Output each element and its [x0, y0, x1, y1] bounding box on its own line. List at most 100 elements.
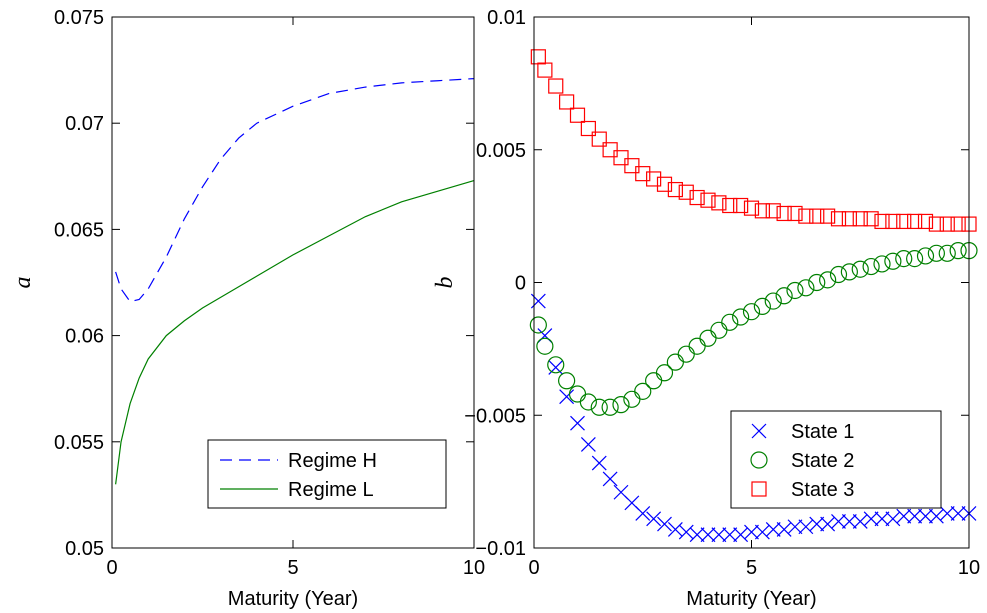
marker-x: [939, 506, 955, 521]
marker-circle: [568, 385, 587, 403]
marker-x: [831, 514, 846, 529]
marker-x: [950, 506, 966, 521]
marker-x: [678, 524, 694, 540]
marker-square: [711, 195, 727, 211]
marker-square: [809, 208, 825, 224]
marker-circle: [710, 321, 728, 339]
marker-x: [874, 511, 890, 527]
marker-square: [530, 49, 546, 65]
series-line: [115, 77, 475, 303]
marker-circle: [753, 297, 771, 315]
marker-square: [939, 216, 955, 232]
marker-square: [885, 213, 901, 230]
marker-square: [754, 203, 770, 219]
marker-circle: [884, 252, 902, 270]
marker-square: [950, 216, 966, 232]
y-axis-label: a: [10, 277, 36, 289]
marker-square: [559, 94, 575, 110]
marker-x: [928, 508, 944, 524]
marker-square: [841, 211, 857, 227]
marker-square: [678, 184, 694, 200]
series-line: [115, 179, 475, 485]
marker-circle: [873, 255, 891, 273]
marker-circle: [862, 257, 880, 276]
marker-square: [733, 197, 749, 214]
marker-x: [548, 360, 564, 375]
marker-circle: [797, 279, 815, 297]
marker-square: [689, 189, 705, 206]
marker-x: [733, 527, 749, 543]
marker-square: [722, 197, 738, 214]
marker-circle: [699, 329, 717, 347]
marker-x: [896, 508, 912, 524]
marker-x: [809, 516, 825, 532]
marker-x: [530, 293, 546, 309]
marker-circle: [764, 292, 782, 310]
marker-x: [700, 527, 716, 543]
marker-square: [928, 216, 944, 232]
marker-square: [751, 481, 767, 497]
x-tick-label: 5: [287, 557, 298, 579]
marker-circle: [732, 308, 750, 326]
x-axis-label: Maturity (Year): [228, 588, 358, 610]
y-tick-label: 0.06: [65, 326, 104, 348]
marker-circle: [547, 356, 565, 374]
y-tick-label: 0.01: [487, 7, 526, 29]
x-tick-label: 10: [958, 557, 980, 579]
marker-x: [635, 506, 651, 521]
y-tick-label: −0.005: [464, 405, 526, 427]
legend-label: State 1: [791, 421, 854, 443]
marker-circle: [851, 260, 869, 278]
x-tick-label: 10: [463, 557, 485, 579]
marker-circle: [688, 337, 706, 355]
marker-square: [548, 78, 564, 94]
marker-circle: [742, 303, 761, 321]
marker-circle: [721, 313, 739, 331]
legend-box: [207, 439, 447, 509]
marker-square: [917, 213, 934, 230]
marker-x: [776, 521, 792, 537]
legend-label: Regime H: [288, 450, 377, 472]
marker-circle: [558, 372, 576, 390]
marker-x: [570, 415, 585, 431]
marker-x: [820, 516, 836, 532]
marker-square: [907, 213, 923, 230]
marker-circle: [938, 244, 956, 262]
marker-square: [635, 166, 651, 182]
y-tick-label: −0.01: [475, 538, 526, 560]
marker-x: [918, 508, 933, 524]
marker-circle: [786, 281, 804, 300]
y-tick-label: 0.07: [65, 113, 104, 135]
marker-square: [613, 150, 629, 166]
marker-square: [624, 158, 640, 174]
x-axis-label: Maturity (Year): [686, 588, 816, 610]
marker-square: [863, 211, 879, 227]
marker-square: [830, 211, 847, 227]
marker-circle: [601, 398, 619, 416]
marker-x: [667, 521, 683, 537]
marker-circle: [536, 337, 554, 355]
y-tick-label: 0.055: [54, 432, 104, 454]
marker-x: [711, 527, 727, 543]
marker-square: [798, 208, 814, 224]
marker-circle: [829, 265, 848, 284]
marker-x: [591, 455, 607, 471]
x-tick-label: 0: [528, 557, 539, 579]
marker-x: [852, 514, 868, 529]
marker-x: [841, 514, 857, 529]
marker-square: [787, 205, 803, 222]
marker-square: [602, 142, 618, 158]
marker-square: [580, 120, 596, 137]
marker-circle: [677, 345, 695, 363]
marker-circle: [808, 273, 826, 292]
y-tick-label: 0: [515, 273, 526, 295]
marker-circle: [775, 287, 793, 305]
marker-x: [751, 423, 767, 439]
marker-circle: [949, 242, 967, 260]
marker-x: [744, 524, 759, 540]
marker-circle: [906, 250, 924, 268]
marker-x: [689, 527, 705, 543]
y-tick-label: 0.05: [65, 538, 104, 560]
marker-x: [885, 511, 901, 527]
legend-label: State 3: [791, 479, 854, 501]
